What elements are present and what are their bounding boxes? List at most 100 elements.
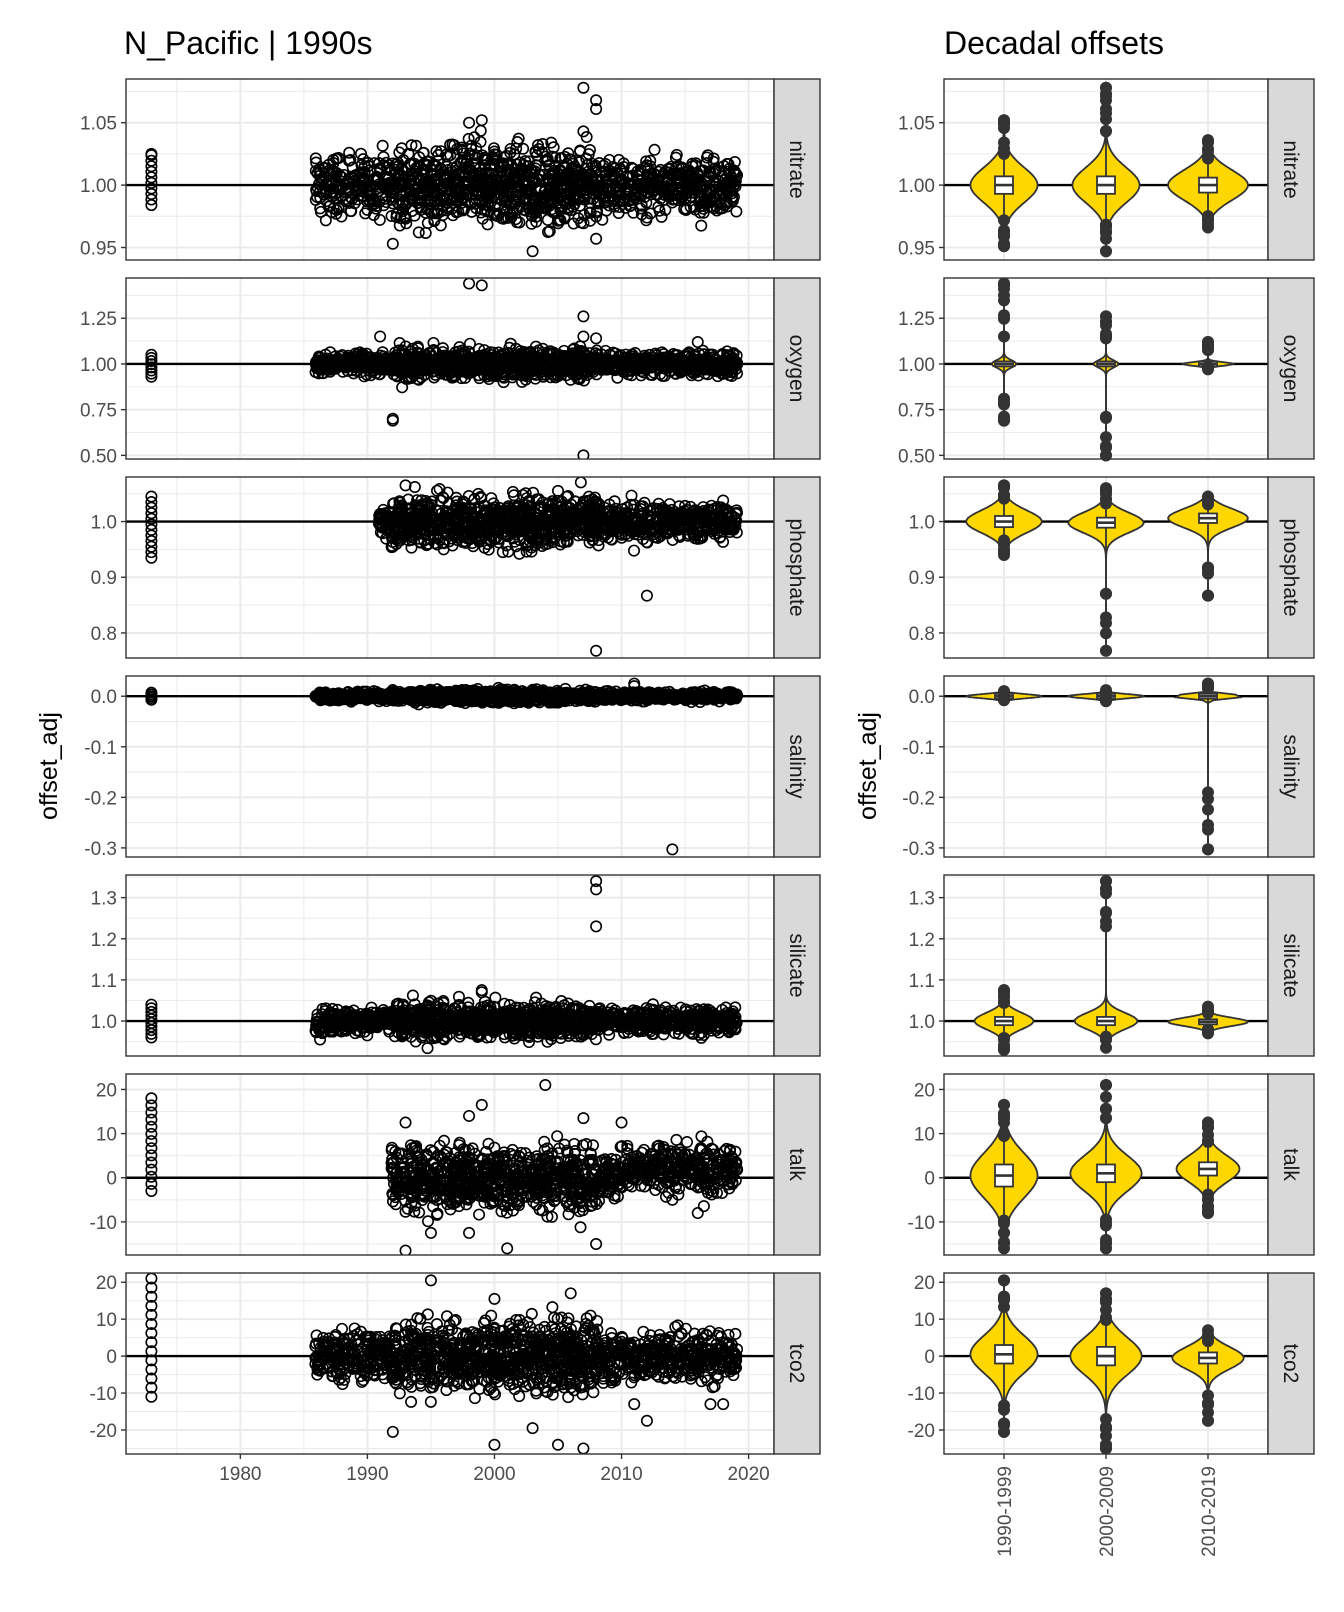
data-point: [653, 204, 666, 217]
data-point: [659, 203, 672, 216]
scatter-panels: 0.95 1.00 1.05 nitrate 0.50 0.75 1.00 1.25 oxyge…: [80, 78, 821, 1485]
data-point: [590, 102, 603, 115]
data-point: [487, 142, 500, 155]
data-point: [412, 226, 425, 239]
y-tick-label: 0.9: [91, 568, 117, 589]
data-point: [400, 217, 413, 230]
data-point: [625, 161, 638, 174]
y-tick-label: 1.00: [80, 355, 117, 376]
data-point: [729, 356, 742, 369]
right-y-axis-label: offset_adj: [854, 712, 882, 820]
data-point: [373, 213, 386, 226]
data-point: [628, 544, 641, 557]
data-point: [393, 219, 406, 232]
data-point: [577, 330, 590, 343]
data-point: [399, 479, 412, 492]
data-point: [463, 116, 476, 129]
strip-phosphate: phosphate: [773, 476, 821, 659]
data-point: [405, 139, 418, 152]
data-point: [551, 484, 564, 497]
data-point: [430, 145, 443, 158]
data-point: [507, 489, 520, 502]
data-point: [655, 210, 668, 223]
data-point: [500, 149, 513, 162]
data-point: [729, 363, 742, 376]
data-point: [590, 94, 603, 107]
data-point: [577, 449, 590, 459]
data-point: [410, 139, 423, 152]
data-point: [376, 346, 389, 359]
y-tick-label: 1.05: [80, 114, 117, 135]
scatter-points-salinity: [145, 677, 744, 856]
data-point: [463, 337, 476, 350]
data-point: [513, 547, 526, 560]
data-point: [577, 81, 590, 94]
data-point: [730, 526, 743, 539]
data-point: [577, 310, 590, 323]
left-chart-title: N_Pacific | 1990s: [124, 25, 372, 61]
data-point: [513, 216, 526, 229]
data-point: [145, 351, 158, 364]
data-point: [344, 154, 357, 167]
data-point: [309, 152, 322, 165]
data-point: [385, 210, 398, 223]
data-point: [588, 491, 601, 504]
data-point: [730, 507, 743, 520]
data-point: [644, 154, 657, 167]
data-point: [475, 279, 488, 292]
data-point: [599, 158, 612, 171]
data-point: [425, 495, 438, 508]
data-point: [592, 539, 605, 552]
y-tick-label: 1.25: [80, 309, 117, 330]
y-tick-label: 0.8: [91, 624, 117, 645]
data-point: [728, 156, 741, 169]
scatter-points-nitrate: [145, 81, 744, 258]
data-point: [386, 237, 399, 250]
strip-box: [773, 476, 821, 659]
strip-label: phosphate: [785, 518, 808, 616]
data-point: [608, 495, 621, 508]
scatter-panel-oxygen: 0.50 0.75 1.00 1.25 oxygen: [80, 277, 821, 467]
strip-label: oxygen: [785, 335, 808, 403]
data-point: [590, 644, 603, 657]
data-point: [517, 142, 530, 155]
y-tick-label: 1.00: [80, 176, 117, 197]
data-point: [475, 114, 488, 127]
data-point: [386, 412, 399, 425]
y-tick-label: 0.95: [80, 239, 117, 260]
data-point: [455, 196, 468, 209]
left-y-axis-label: offset_adj: [35, 712, 63, 820]
data-point: [411, 340, 424, 353]
data-point: [589, 495, 602, 508]
y-tick-label: 0.75: [80, 401, 117, 422]
data-point: [376, 139, 389, 152]
data-point: [691, 335, 704, 348]
data-point: [590, 210, 603, 223]
data-point: [374, 330, 387, 343]
data-point: [145, 348, 158, 361]
data-point: [496, 546, 509, 559]
data-point: [393, 337, 406, 350]
data-point: [640, 589, 653, 602]
data-point: [335, 210, 348, 223]
data-point: [474, 135, 487, 148]
data-point: [145, 367, 158, 380]
scatter-points-phosphate: [145, 477, 743, 657]
data-point: [543, 225, 556, 238]
data-point: [590, 204, 603, 217]
data-point: [669, 151, 682, 164]
data-point: [729, 180, 742, 193]
data-point: [640, 211, 653, 224]
y-tick-label: 0.50: [80, 446, 117, 467]
strip-nitrate: nitrate: [773, 78, 821, 261]
data-point: [525, 545, 538, 558]
data-point: [145, 355, 158, 368]
data-point: [529, 145, 542, 158]
data-point: [377, 151, 390, 164]
data-point: [730, 514, 743, 527]
data-point: [145, 370, 158, 383]
data-point: [145, 361, 158, 374]
data-point: [145, 686, 158, 699]
data-point: [509, 213, 522, 226]
